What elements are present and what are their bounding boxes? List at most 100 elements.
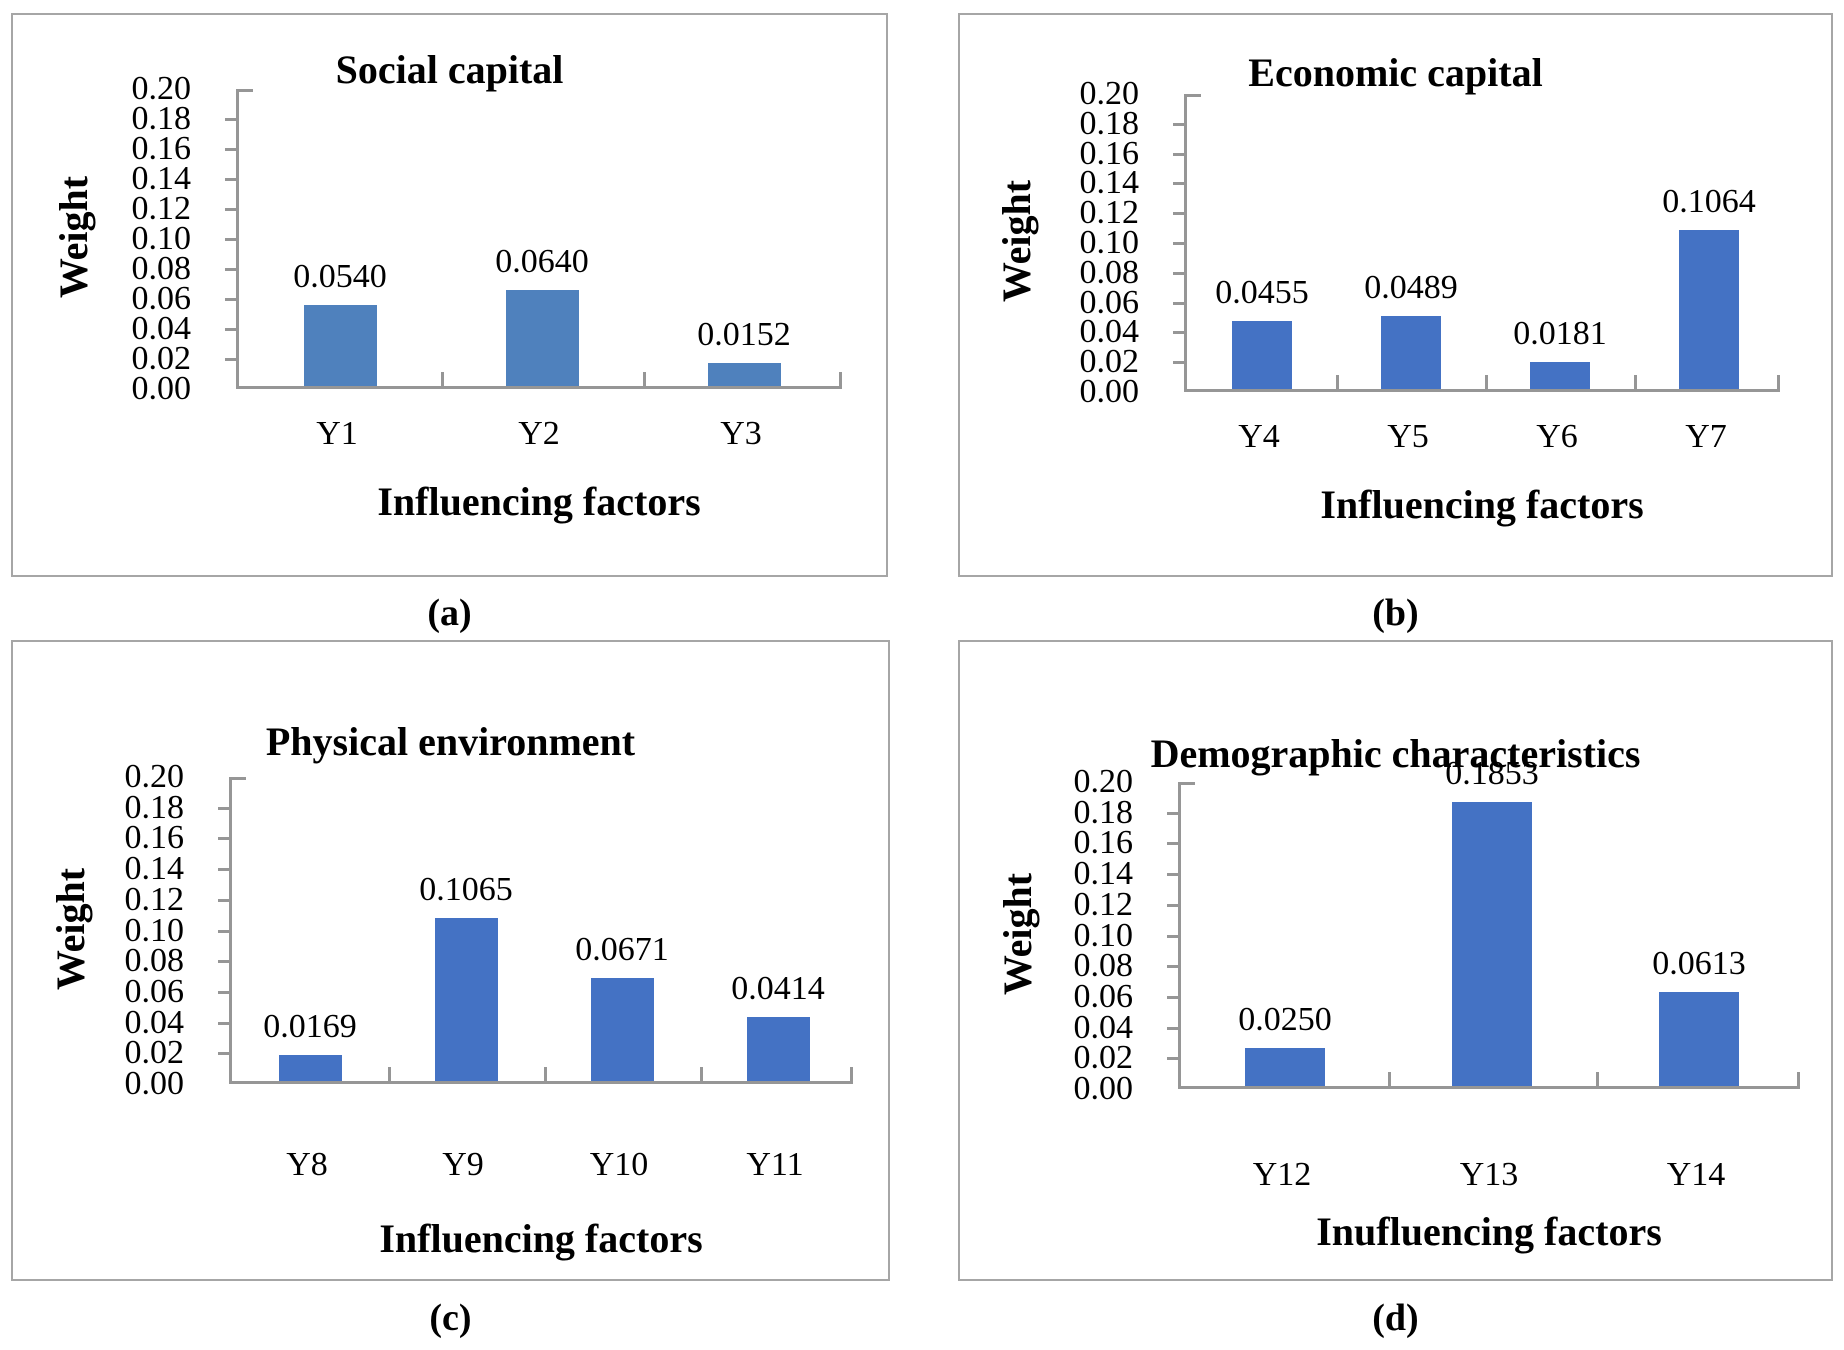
y-tick-mark [225,298,236,301]
y-tick-mark [1173,122,1184,126]
y-tick-label: 0.12 [124,880,185,918]
x-axis-end-tick [1797,1072,1800,1086]
y-tick-mark [1167,965,1178,969]
y-tick-label: 0.20 [1073,763,1134,800]
y-tick-mark [1167,1057,1178,1061]
data-label-Y7: 0.1064 [1662,183,1756,220]
data-label-Y4: 0.0455 [1215,274,1309,311]
x-tick-mark [1485,375,1488,389]
x-axis-title: Influencing factors [377,479,701,524]
y-tick-label: 0.00 [131,370,192,407]
y-tick-label: 0.08 [1079,253,1140,291]
x-tick-mark [1388,1072,1391,1086]
plot-area: 0.0540 0.0640 0.0152 [236,89,842,389]
bar-Y9 [435,918,498,1081]
x-tick-mark [1596,1072,1599,1086]
y-tick-label: 0.20 [124,758,185,795]
y-tick-label: 0.16 [1073,824,1134,862]
y-tick-label: 0.18 [1079,104,1140,142]
data-label-Y14: 0.0613 [1652,945,1746,982]
y-tick-label: 0.12 [1079,194,1140,232]
caption-a: (a) [427,592,472,634]
bar-Y8 [279,1055,342,1081]
category-label-Y1: Y1 [316,415,358,452]
y-tick-mark [1167,995,1178,999]
y-tick-label: 0.14 [1073,855,1134,893]
category-label-Y2: Y2 [518,415,560,452]
y-tick-mark [1173,301,1184,305]
category-label-Y10: Y10 [589,1146,649,1183]
y-tick-mark [225,268,236,271]
y-tick-mark [1173,242,1184,245]
y-tick-label: 0.16 [1079,134,1140,172]
y-tick-label: 0.02 [131,340,192,377]
y-tick-label: 0.04 [124,1003,185,1041]
y-tick-mark [1173,212,1184,216]
y-tick-label: 0.14 [1079,164,1140,202]
y-tick-mark [1167,903,1178,907]
category-label-Y8: Y8 [286,1146,328,1183]
y-tick-label: 0.06 [1079,283,1140,321]
y-tick-label: 0.02 [124,1034,185,1072]
caption-d: (d) [1372,1297,1419,1339]
plot-area: 0.0169 0.1065 0.0671 0.0414 [229,777,853,1084]
y-tick-label: 0.10 [1073,916,1134,954]
category-label-Y14: Y14 [1666,1156,1726,1193]
data-label-Y5: 0.0489 [1364,269,1458,306]
y-tick-label: 0.00 [1073,1070,1134,1107]
data-label-Y6: 0.0181 [1513,315,1607,352]
data-label-Y8: 0.0169 [263,1008,357,1045]
data-label-Y10: 0.0671 [575,931,669,968]
y-tick-mark [218,868,229,872]
data-label-Y3: 0.0152 [697,316,791,353]
y-tick-mark [225,238,236,241]
bar-Y12 [1245,1048,1325,1086]
x-axis-title: Influencing factors [379,1216,703,1261]
category-label-Y5: Y5 [1387,418,1429,455]
category-label-Y4: Y4 [1238,418,1280,455]
bar-Y13 [1452,802,1532,1086]
x-axis-title: Inufluencing factors [1316,1209,1662,1254]
y-tick-mark [225,118,236,121]
y-tick-mark [218,837,229,841]
category-label-Y13: Y13 [1459,1156,1519,1193]
y-tick-mark [1167,1026,1178,1030]
y-axis-top-tick [232,777,246,780]
y-tick-label: 0.16 [124,819,185,857]
chart-title: Social capital [335,47,564,92]
y-tick-label: 0.18 [124,788,185,826]
y-tick-mark [1167,873,1178,877]
y-tick-label: 0.06 [131,280,192,317]
y-tick-label: 0.04 [131,310,192,347]
category-label-Y7: Y7 [1685,418,1727,455]
y-axis-top-tick [1187,94,1201,97]
panel-physical-environment: Physical environment Weight 0.0169 0.1065… [11,640,890,1281]
y-tick-mark [225,328,236,331]
y-tick-label: 0.10 [124,911,185,949]
y-tick-label: 0.10 [1079,224,1140,261]
x-tick-mark [388,1067,391,1081]
bar-Y7 [1679,230,1739,389]
y-tick-mark [218,990,229,994]
data-label-Y9: 0.1065 [419,871,513,908]
panel-demographic-characteristics: Demographic characteristics Weight 0.025… [958,640,1833,1281]
y-tick-label: 0.08 [131,250,192,287]
y-tick-mark [225,358,236,361]
x-tick-mark [700,1067,703,1081]
y-tick-label: 0.14 [124,850,185,888]
data-label-Y1: 0.0540 [293,258,387,295]
category-label-Y3: Y3 [720,415,762,452]
category-label-Y9: Y9 [442,1146,484,1183]
x-tick-mark [544,1067,547,1081]
y-axis-top-tick [1181,782,1195,785]
y-tick-mark [1167,842,1178,846]
chart-title: Physical environment [265,719,636,764]
bar-Y4 [1232,321,1292,389]
x-axis-end-tick [839,372,842,386]
y-tick-label: 0.02 [1073,1039,1134,1077]
y-tick-mark [1167,934,1178,938]
y-axis-top-tick [239,89,253,92]
x-axis-end-tick [850,1067,853,1081]
y-tick-mark [218,806,229,810]
plot-area: 0.0455 0.0489 0.0181 0.1064 [1184,94,1780,392]
